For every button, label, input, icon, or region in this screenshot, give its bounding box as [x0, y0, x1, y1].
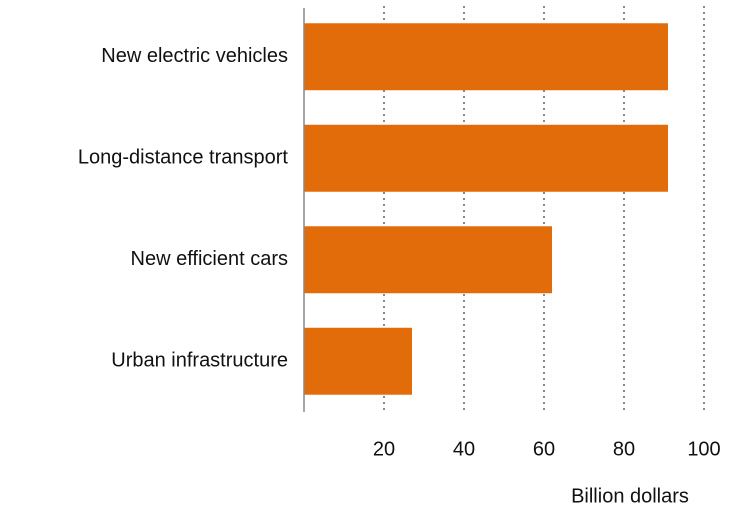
x-tick-label: 40 [453, 438, 475, 460]
y-tick-label: Long-distance transport [78, 147, 289, 169]
bar [304, 23, 668, 91]
x-tick-label: 60 [533, 438, 555, 460]
x-tick-label: 20 [373, 438, 395, 460]
x-axis-label: Billion dollars [571, 485, 689, 507]
bar [304, 226, 552, 294]
y-tick-label: New electric vehicles [101, 45, 288, 67]
bar [304, 124, 668, 192]
x-tick-label: 100 [687, 438, 720, 460]
bar [304, 327, 412, 395]
x-tick-label: 80 [613, 438, 635, 460]
y-tick-label: New efficient cars [131, 248, 288, 270]
y-tick-label: Urban infrastructure [111, 350, 288, 372]
